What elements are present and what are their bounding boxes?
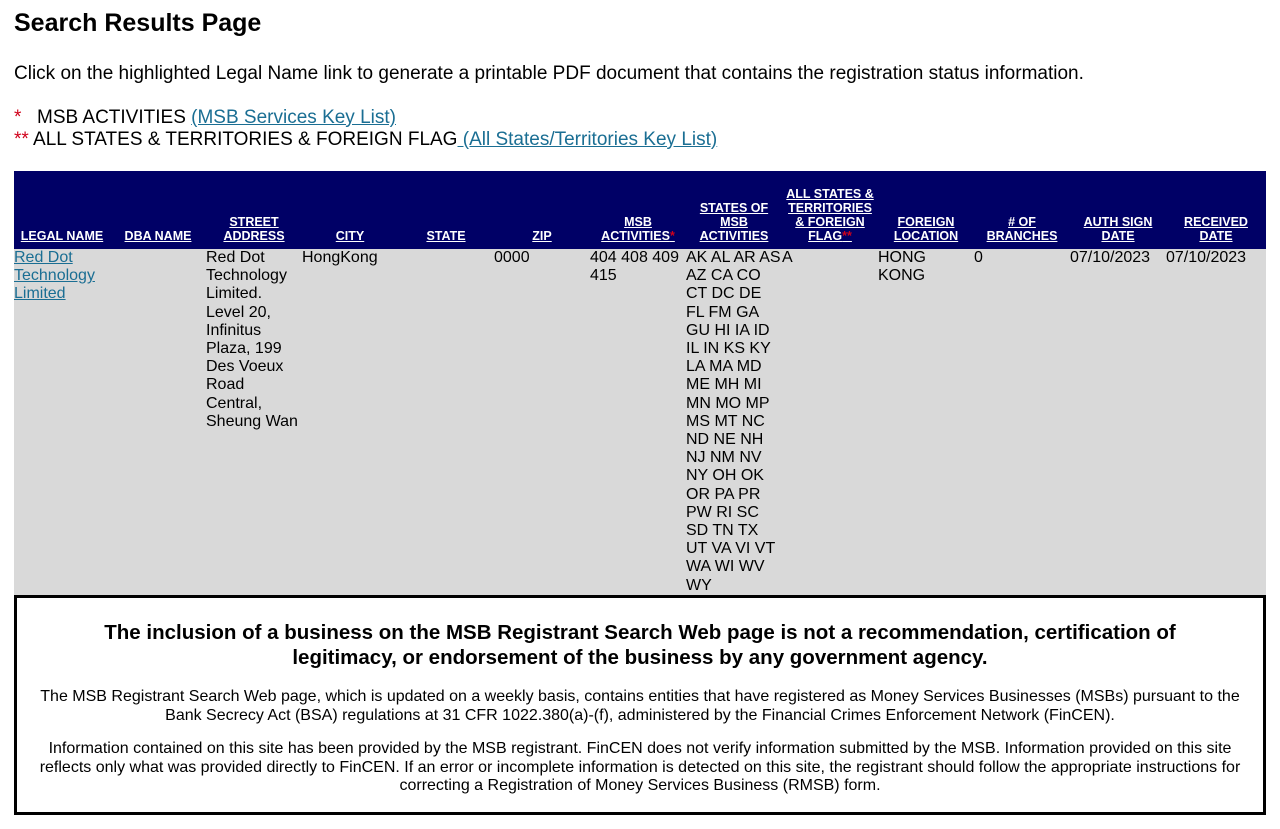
cell-foreign-location: HONG KONG bbox=[878, 249, 974, 595]
cell-received-date: 07/10/2023 bbox=[1166, 249, 1266, 595]
col-all-states-label: ALL STATES & TERRITORIES & FOREIGN FLAG bbox=[786, 187, 874, 243]
key-double-star-marker: ** bbox=[14, 129, 29, 150]
states-key-label: ALL STATES & TERRITORIES & FOREIGN FLAG bbox=[28, 129, 458, 150]
col-state: STATE bbox=[398, 171, 494, 249]
cell-street-address: Red Dot Technology Limited. Level 20, In… bbox=[206, 249, 302, 595]
col-msb-activities: MSB ACTIVITIES* bbox=[590, 171, 686, 249]
disclaimer-paragraph-2: Information contained on this site has b… bbox=[39, 740, 1241, 794]
col-states-of-msb: STATES OF MSB ACTIVITIES bbox=[686, 171, 782, 249]
cell-states-of-msb: AK AL AR AS AZ CA CO CT DC DE FL FM GA G… bbox=[686, 249, 782, 595]
cell-auth-sign-date: 07/10/2023 bbox=[1070, 249, 1166, 595]
col-branches: # OF BRANCHES bbox=[974, 171, 1070, 249]
col-foreign-location: FOREIGN LOCATION bbox=[878, 171, 974, 249]
col-msb-activities-label: MSB ACTIVITIES bbox=[601, 215, 670, 243]
col-auth-sign-date: AUTH SIGN DATE bbox=[1070, 171, 1166, 249]
cell-legal-name: Red Dot Technology Limited bbox=[14, 249, 110, 595]
col-street-address: STREET ADDRESS bbox=[206, 171, 302, 249]
col-legal-name: LEGAL NAME bbox=[14, 171, 110, 249]
msb-activities-label: MSB ACTIVITIES bbox=[37, 107, 192, 128]
legal-name-link[interactable]: Red Dot Technology Limited bbox=[14, 249, 95, 303]
col-msb-activities-star: * bbox=[669, 229, 675, 243]
states-territories-key-list-link[interactable]: (All States/Territories Key List) bbox=[457, 129, 718, 150]
msb-services-key-list-link[interactable]: (MSB Services Key List) bbox=[191, 107, 396, 128]
table-row: Red Dot Technology Limited Red Dot Techn… bbox=[14, 249, 1266, 595]
table-header-row: LEGAL NAME DBA NAME STREET ADDRESS CITY … bbox=[14, 171, 1266, 249]
states-key: ** ALL STATES & TERRITORIES & FOREIGN FL… bbox=[14, 129, 717, 151]
cell-city: HongKong bbox=[302, 249, 398, 595]
page-title: Search Results Page bbox=[14, 9, 262, 37]
col-all-states-star: ** bbox=[842, 229, 852, 243]
msb-activities-key: * MSB ACTIVITIES (MSB Services Key List) bbox=[14, 107, 396, 129]
col-city: CITY bbox=[302, 171, 398, 249]
cell-msb-activities: 404 408 409 415 bbox=[590, 249, 686, 595]
cell-state bbox=[398, 249, 494, 595]
cell-dba-name bbox=[110, 249, 206, 595]
disclaimer-heading: The inclusion of a business on the MSB R… bbox=[104, 621, 1176, 669]
cell-zip: 0000 bbox=[494, 249, 590, 595]
key-star-marker: * bbox=[14, 107, 22, 128]
cell-branches: 0 bbox=[974, 249, 1070, 595]
intro-text: Click on the highlighted Legal Name link… bbox=[14, 63, 1084, 84]
results-table: LEGAL NAME DBA NAME STREET ADDRESS CITY … bbox=[14, 171, 1266, 595]
disclaimer-box: The inclusion of a business on the MSB R… bbox=[14, 595, 1266, 815]
col-dba-name: DBA NAME bbox=[110, 171, 206, 249]
col-zip: ZIP bbox=[494, 171, 590, 249]
disclaimer-paragraph-1: The MSB Registrant Search Web page, whic… bbox=[40, 688, 1240, 724]
cell-all-states: A bbox=[782, 249, 878, 595]
col-all-states: ALL STATES & TERRITORIES & FOREIGN FLAG*… bbox=[782, 171, 878, 249]
col-received-date: RECEIVED DATE bbox=[1166, 171, 1266, 249]
